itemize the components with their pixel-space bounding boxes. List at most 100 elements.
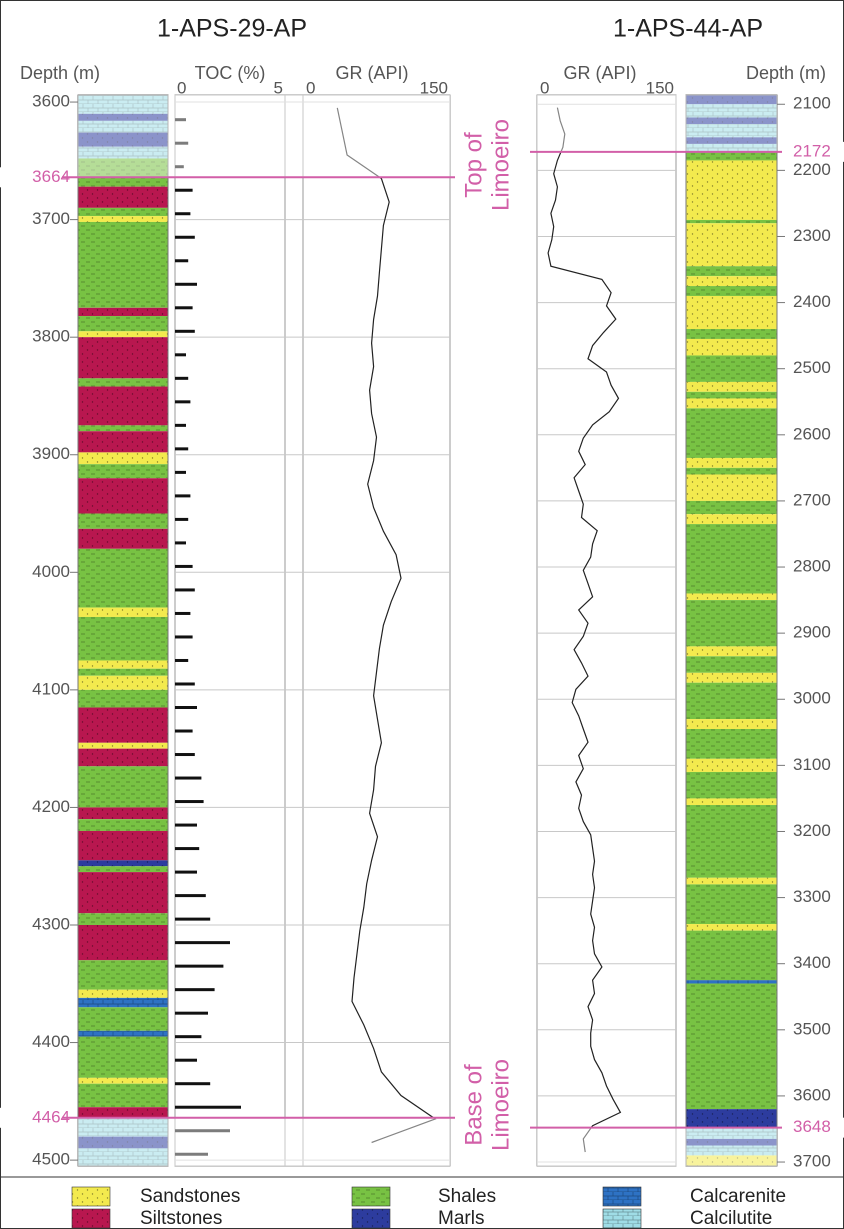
gr-header: GR (API) (563, 63, 636, 83)
lithology-layer (686, 1109, 777, 1128)
lithology-layer (78, 221, 168, 308)
legend-swatch (602, 1186, 642, 1207)
depth-tick-label: 4200 (32, 797, 70, 816)
legend-swatch (351, 1208, 391, 1229)
lithology-layer (78, 997, 168, 1008)
lithology-layer (78, 1148, 168, 1166)
depth-tick-label: 3600 (32, 92, 70, 111)
lithology-layer (686, 457, 777, 468)
lithology-layer (686, 593, 777, 601)
toc-bar (175, 118, 186, 122)
lithology-layer (686, 104, 777, 118)
depth-tick-label: 3800 (32, 327, 70, 346)
lithology-layer (78, 660, 168, 669)
marker-label: 4464 (32, 1107, 70, 1126)
lithology-layer (686, 924, 777, 931)
toc-bar (175, 1129, 230, 1133)
gr-curve (547, 107, 622, 1153)
depth-tick-label: 2200 (793, 160, 831, 179)
annotation: Base of (460, 1064, 487, 1146)
lithology-layer (78, 548, 168, 608)
lithology-layer (686, 805, 777, 878)
toc-bar (175, 729, 193, 733)
lithology-layer (686, 729, 777, 759)
lithology-layer (686, 771, 777, 799)
toc-bar (175, 800, 204, 804)
toc-bar (175, 564, 193, 568)
depth-header: Depth (m) (20, 63, 100, 83)
lithology-layer (78, 616, 168, 661)
lithology-layer (686, 355, 777, 382)
lithology-layer (686, 877, 777, 885)
depth-tick-label: 4500 (32, 1150, 70, 1169)
annotation: Limoeiro (487, 1059, 514, 1151)
toc-bar (175, 894, 206, 898)
toc-bar (175, 870, 197, 874)
lithology-layer (686, 137, 777, 144)
lithology-layer (78, 1030, 168, 1037)
toc-tick-label: 5 (274, 78, 283, 97)
lithology-layer (686, 398, 777, 409)
lithology-layer (686, 408, 777, 458)
legend-label: Calcarenite (690, 1186, 786, 1207)
toc-bar (175, 1011, 208, 1015)
toc-bar (175, 329, 195, 333)
toc-bar (175, 188, 193, 192)
lithology-layer (78, 337, 168, 379)
lithology-layer (78, 807, 168, 820)
depth-tick-label: 3000 (793, 689, 831, 708)
legend-swatch (351, 1186, 391, 1207)
fade-overlay (537, 1127, 777, 1166)
lithology-layer (78, 1083, 168, 1108)
toc-bar (175, 470, 186, 474)
lithology-layer (78, 872, 168, 914)
lithology-layer (78, 386, 168, 426)
toc-bar (175, 141, 189, 145)
depth-tick-label: 3700 (793, 1152, 831, 1171)
lithology-layer (686, 124, 777, 138)
toc-bar (175, 282, 197, 286)
toc-bar (175, 823, 197, 827)
depth-tick-label: 3900 (32, 444, 70, 463)
lithology-layer (78, 819, 168, 831)
track-background (536, 94, 677, 1167)
lithology-layer (686, 223, 777, 267)
lithology-layer (686, 524, 777, 594)
gr-curve (336, 107, 437, 1144)
lithology-layer (78, 989, 168, 998)
toc-bar (175, 376, 189, 380)
legend-label: Siltstones (140, 1208, 222, 1229)
toc-bar (175, 353, 186, 357)
lithology-layer (78, 924, 168, 961)
lithology-layer (78, 113, 168, 121)
lithology-layer (686, 884, 777, 925)
lithology-layer (78, 528, 168, 549)
lithology-layer (78, 158, 168, 178)
lithology-layer (78, 307, 168, 317)
lithology-layer (686, 682, 777, 720)
toc-bar (175, 658, 189, 662)
lithology-layer (686, 1145, 777, 1156)
lithology-layer (78, 913, 168, 925)
depth-tick-label: 2800 (793, 557, 831, 576)
depth-tick-label: 4400 (32, 1032, 70, 1051)
lithology-layer (78, 1136, 168, 1149)
lithology-layer (686, 286, 777, 296)
lithology-layer (686, 1155, 777, 1166)
toc-bar (175, 212, 191, 216)
toc-bar (175, 988, 215, 992)
fade-overlay (537, 95, 777, 152)
lithology-layer (78, 830, 168, 861)
lithology-layer (686, 758, 777, 772)
toc-bar (175, 1082, 211, 1086)
lithology-layer (78, 216, 168, 222)
lithology-layer (78, 866, 168, 873)
toc-bar (175, 941, 230, 945)
toc-bar (175, 847, 200, 851)
depth-tick-label: 3300 (793, 887, 831, 906)
lithology-layer (78, 748, 168, 767)
gr-tick-label: 0 (540, 78, 549, 97)
toc-bar (175, 635, 193, 639)
lithology-layer (78, 607, 168, 617)
lithology-border (77, 94, 169, 1167)
